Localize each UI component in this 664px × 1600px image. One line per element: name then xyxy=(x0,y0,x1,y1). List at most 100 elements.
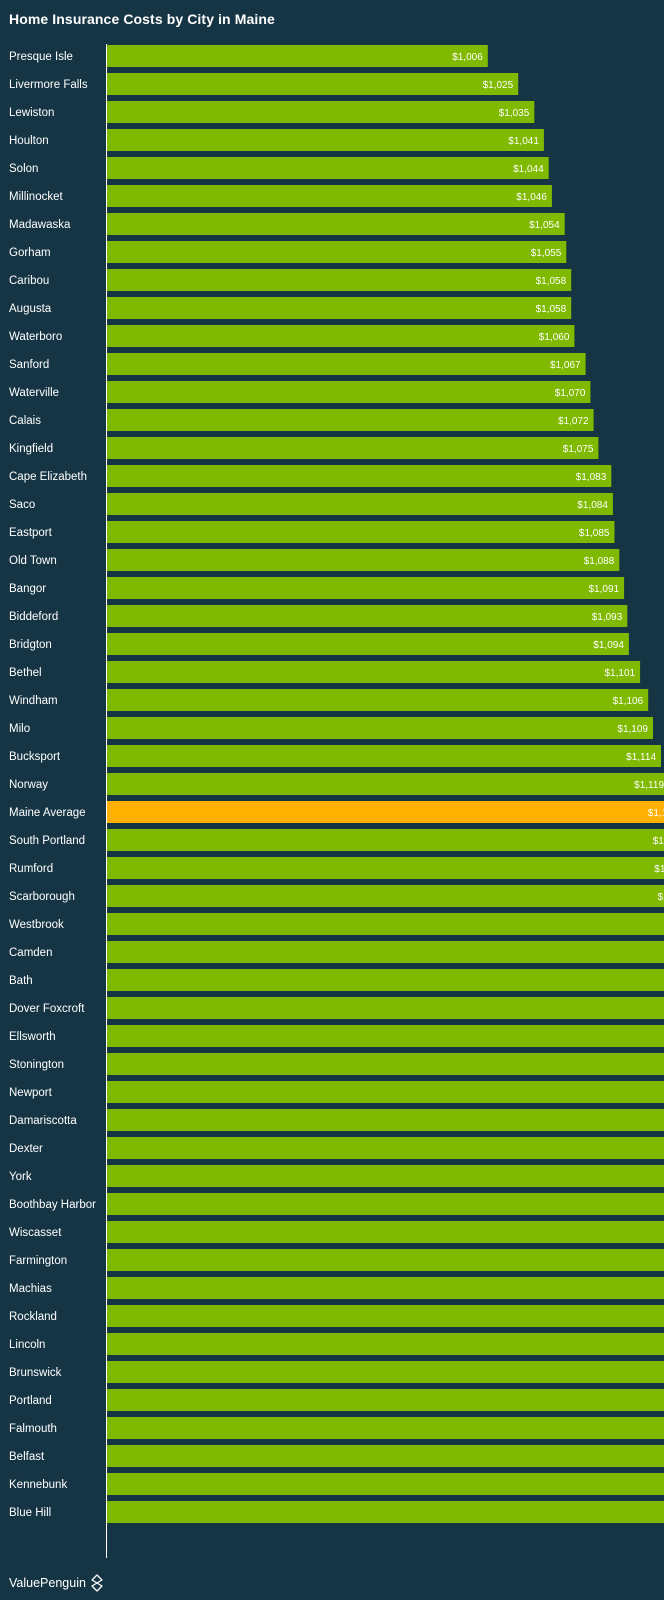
chart-title: Home Insurance Costs by City in Maine xyxy=(9,11,275,27)
bar xyxy=(106,941,664,963)
category-label: Newport xyxy=(9,1087,53,1099)
bar xyxy=(106,1389,664,1411)
value-label: $1,088 xyxy=(584,556,615,567)
bar xyxy=(106,1333,664,1355)
category-label: Blue Hill xyxy=(9,1507,51,1519)
category-label: Presque Isle xyxy=(9,51,73,63)
bar xyxy=(106,633,629,655)
category-label: Sanford xyxy=(9,359,49,371)
category-label: Saco xyxy=(9,499,35,511)
value-label: $1,025 xyxy=(483,80,514,91)
category-label: Westbrook xyxy=(9,919,64,931)
category-label: Livermore Falls xyxy=(9,79,88,91)
category-label: Kennebunk xyxy=(9,1479,67,1491)
category-label: Dover Foxcroft xyxy=(9,1003,85,1015)
value-label: $1,106 xyxy=(613,696,644,707)
bar xyxy=(106,549,620,571)
category-label: Bucksport xyxy=(9,751,61,763)
bar xyxy=(106,381,591,403)
category-label: Gorham xyxy=(9,247,51,259)
penguin-logo-icon xyxy=(91,1574,103,1592)
bar xyxy=(106,493,613,515)
value-label: $1,072 xyxy=(558,416,589,427)
value-label: $1,131 xyxy=(653,836,664,847)
bar xyxy=(106,1249,664,1271)
bar xyxy=(106,269,572,291)
bar xyxy=(106,157,549,179)
value-label: $1,041 xyxy=(508,136,539,147)
value-label: $1,058 xyxy=(536,304,567,315)
bar xyxy=(106,577,625,599)
value-label: $1,006 xyxy=(452,52,483,63)
category-label: Waterville xyxy=(9,387,59,399)
category-label: Damariscotta xyxy=(9,1115,77,1127)
bar xyxy=(106,465,612,487)
bar xyxy=(106,1025,664,1047)
bar xyxy=(106,1277,664,1299)
category-label: Rumford xyxy=(9,863,53,875)
bar xyxy=(106,101,535,123)
bar xyxy=(106,73,519,95)
bar xyxy=(106,1473,664,1495)
value-label: $1,119 xyxy=(634,780,664,791)
category-label: Bangor xyxy=(9,583,46,595)
bar xyxy=(106,1193,664,1215)
bars-layer: Presque Isle $1,006 Livermore Falls $1,025 L… xyxy=(9,45,664,1523)
bar-chart: Presque Isle $1,006 Livermore Falls $1,025 L… xyxy=(9,44,664,1558)
category-label: Waterboro xyxy=(9,331,62,343)
bar xyxy=(106,1137,664,1159)
bar xyxy=(106,1361,664,1383)
category-label: Machias xyxy=(9,1283,52,1295)
bar-average xyxy=(106,801,664,823)
category-label: South Portland xyxy=(9,835,85,847)
category-label: Boothbay Harbor xyxy=(9,1199,96,1211)
bar xyxy=(106,829,664,851)
value-label: $1,060 xyxy=(539,332,570,343)
category-label: Maine Average xyxy=(9,807,86,819)
category-label: Houlton xyxy=(9,135,49,147)
category-label: Calais xyxy=(9,415,41,427)
value-label: $1,084 xyxy=(577,500,608,511)
category-label: Bethel xyxy=(9,667,42,679)
category-label: Norway xyxy=(9,779,48,791)
category-label: Caribou xyxy=(9,275,49,287)
brand-footer: ValuePenguin xyxy=(9,1574,105,1592)
category-label: Belfast xyxy=(9,1451,45,1463)
value-label: $1,093 xyxy=(592,612,623,623)
bar xyxy=(106,1221,664,1243)
category-label: Bath xyxy=(9,975,33,987)
value-label: $1,101 xyxy=(605,668,636,679)
category-label: Rockland xyxy=(9,1311,57,1323)
category-label: Biddeford xyxy=(9,611,58,623)
category-label: Lincoln xyxy=(9,1339,45,1351)
category-label: Cape Elizabeth xyxy=(9,471,87,483)
value-label: $1,083 xyxy=(576,472,607,483)
category-label: Ellsworth xyxy=(9,1031,56,1043)
bar xyxy=(106,129,544,151)
category-label: Brunswick xyxy=(9,1367,62,1379)
bar xyxy=(106,1417,664,1439)
bar xyxy=(106,213,565,235)
category-label: Camden xyxy=(9,947,52,959)
bar xyxy=(106,997,664,1019)
bar xyxy=(106,297,572,319)
value-label: $1,044 xyxy=(513,164,544,175)
bar xyxy=(106,1053,664,1075)
bar xyxy=(106,185,552,207)
brand-name: ValuePenguin xyxy=(9,1576,86,1590)
bar xyxy=(106,857,664,879)
bar xyxy=(106,661,641,683)
category-label: Windham xyxy=(9,695,58,707)
value-label: $1,114 xyxy=(626,752,656,763)
bar xyxy=(106,885,664,907)
value-label: $1,091 xyxy=(589,584,620,595)
category-label: Bridgton xyxy=(9,639,52,651)
value-label: $1,058 xyxy=(536,276,567,287)
category-label: Augusta xyxy=(9,303,52,315)
value-label: $1,094 xyxy=(593,640,624,651)
category-label: Old Town xyxy=(9,555,57,567)
category-label: Kingfield xyxy=(9,443,53,455)
bar xyxy=(106,689,649,711)
value-label: $1,035 xyxy=(499,108,530,119)
category-label: Milo xyxy=(9,723,30,735)
